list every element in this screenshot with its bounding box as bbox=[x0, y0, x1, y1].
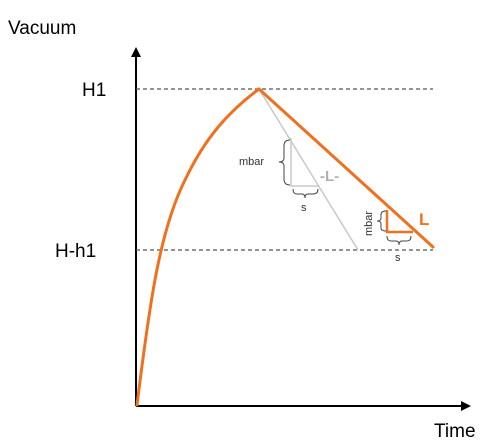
vacuum-decay-line bbox=[257, 87, 435, 249]
vacuum-rise-curve bbox=[135, 87, 261, 407]
grey-s-brace bbox=[292, 188, 319, 199]
grey-slope-label: -L- bbox=[320, 168, 339, 185]
y-axis-label: Vacuum bbox=[8, 18, 76, 39]
orange-mbar-brace bbox=[376, 210, 387, 232]
grey-s-label: s bbox=[301, 202, 307, 214]
grey-slope-triangle bbox=[290, 138, 319, 187]
h1-level-label: H1 bbox=[82, 80, 106, 101]
orange-s-label: s bbox=[395, 252, 401, 264]
grey-mbar-brace bbox=[278, 139, 291, 186]
h-h1-level-label: H-h1 bbox=[55, 241, 96, 262]
orange-mbar-label: mbar bbox=[363, 211, 375, 236]
orange-slope-triangle bbox=[385, 210, 413, 234]
orange-s-brace bbox=[386, 235, 412, 246]
grey-decay-line bbox=[258, 88, 359, 251]
grey-mbar-label: mbar bbox=[239, 156, 264, 168]
orange-slope-label: L bbox=[419, 210, 429, 229]
x-axis-label: Time bbox=[434, 421, 476, 442]
